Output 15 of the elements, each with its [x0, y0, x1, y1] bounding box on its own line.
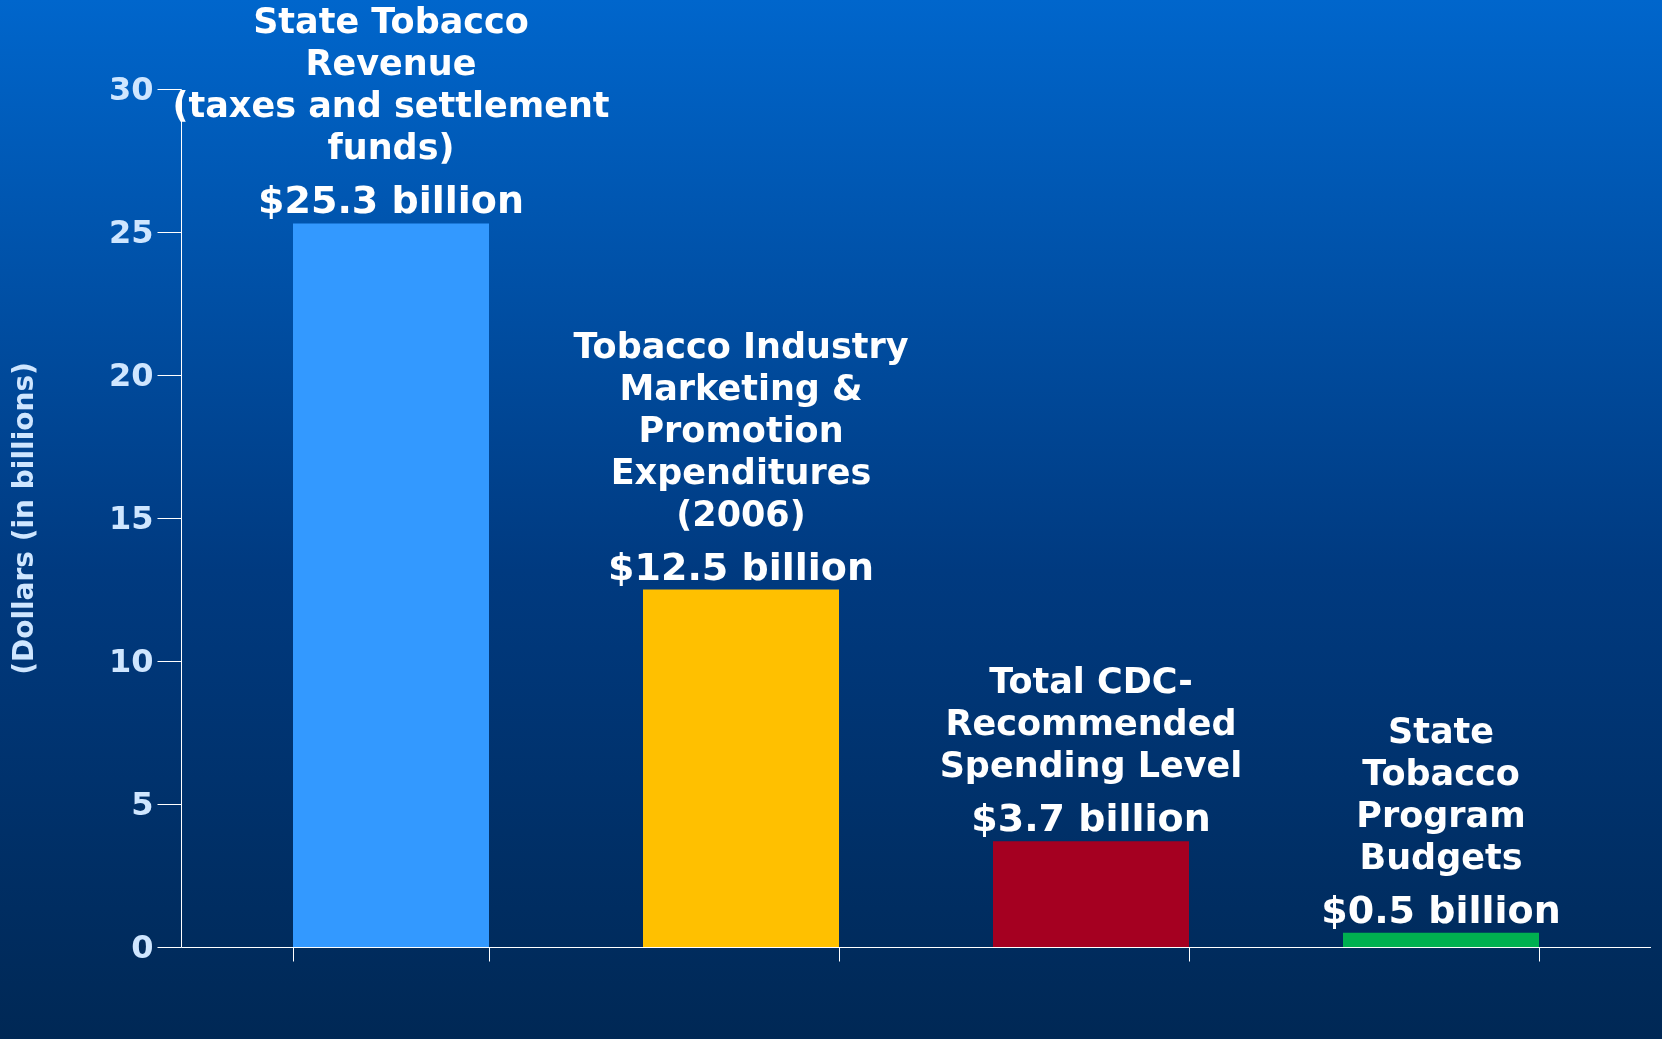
y-tick-label: 25 [108, 212, 154, 251]
data-label: $0.5 billion [1321, 887, 1561, 932]
y-tick-label: 20 [108, 355, 154, 394]
y-tick-label: 0 [131, 927, 154, 966]
data-label: $3.7 billion [971, 796, 1211, 841]
x-tick-label: Total CDC- Recommended Spending Level [939, 661, 1243, 786]
y-tick-label: 30 [108, 69, 154, 108]
y-axis-title: (Dollars (in billions) [6, 362, 40, 675]
y-tick-label: 10 [108, 641, 154, 680]
y-tick-label: 5 [131, 784, 154, 823]
x-tick-label: Tobacco Industry Marketing & Promotion Expenditures (2006) [573, 325, 909, 534]
y-tick-label: 15 [108, 498, 154, 537]
x-tick-label: State Tobacco Program Budgets [1356, 710, 1526, 877]
data-label: $12.5 billion [608, 544, 874, 589]
data-label: $25.3 billion [258, 178, 524, 223]
